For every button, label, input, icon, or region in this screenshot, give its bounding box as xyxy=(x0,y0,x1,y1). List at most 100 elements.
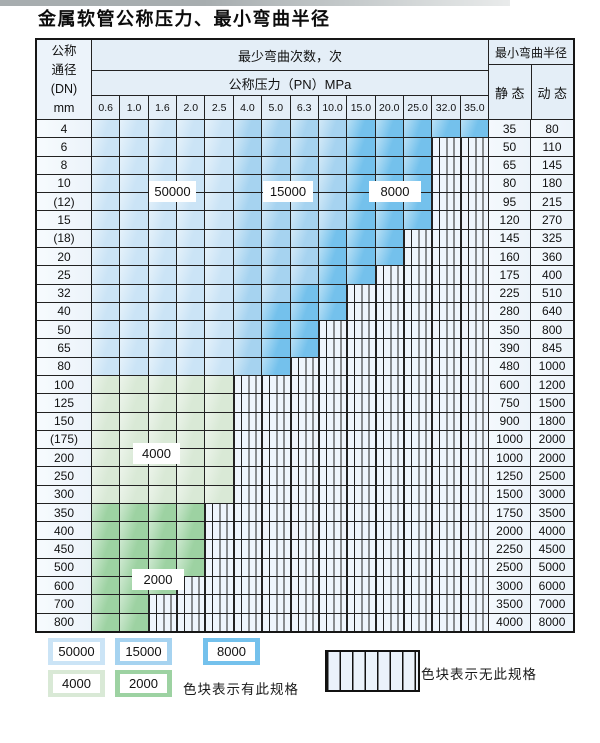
spec-cell xyxy=(205,138,234,156)
spec-cell xyxy=(318,321,348,339)
spec-cell xyxy=(375,302,404,321)
spec-cell xyxy=(92,485,121,503)
spec-cell xyxy=(262,595,291,613)
spec-cell xyxy=(347,339,376,357)
spec-cell xyxy=(375,485,404,503)
spec-cell xyxy=(460,394,490,412)
spec-cell xyxy=(92,522,121,540)
spec-cell xyxy=(375,558,404,577)
spec-cell xyxy=(177,247,206,266)
spec-cell xyxy=(120,595,149,613)
spec-cell xyxy=(318,485,348,503)
dn-header-line: (DN) xyxy=(50,81,78,96)
legend-swatch: 2000 xyxy=(115,670,172,697)
spec-cell xyxy=(432,467,461,485)
spec-cell xyxy=(148,284,178,302)
spec-cell xyxy=(403,156,433,174)
spec-cell xyxy=(233,467,263,485)
spec-cell xyxy=(92,467,121,485)
spec-cell xyxy=(205,211,234,229)
spec-cell xyxy=(233,156,263,174)
spec-cell xyxy=(375,412,404,430)
pressure-header-block: 最少弯曲次数，次 公称压力（PN）MPa 0.6 1.0 1.6 2.0 2.5 4.0 5… xyxy=(92,40,489,119)
spec-cell xyxy=(460,284,490,302)
spec-cell xyxy=(205,449,234,467)
dn-cell: 250 xyxy=(37,467,92,485)
static-value-cell: 900 xyxy=(489,412,532,430)
spec-cell xyxy=(262,156,291,174)
dn-cell: 600 xyxy=(37,577,92,595)
dynamic-value-cell: 845 xyxy=(531,339,574,357)
spec-cell xyxy=(460,595,490,613)
spec-cell xyxy=(432,595,461,613)
min-bend-radius-header: 最小弯曲半径 xyxy=(489,40,573,65)
spec-cell xyxy=(403,247,433,266)
dynamic-value-cell: 2000 xyxy=(531,430,574,449)
spec-cell xyxy=(233,613,263,631)
spec-cell xyxy=(290,540,319,558)
spec-cell xyxy=(432,321,461,339)
legend-has-spec-text: 色块表示有此规格 xyxy=(183,682,299,697)
spec-cell xyxy=(92,302,121,321)
dn-cell: 350 xyxy=(37,503,92,522)
table-row: 40 280 640 xyxy=(37,302,574,322)
spec-cell xyxy=(347,156,376,174)
table-row: 20 160 360 xyxy=(37,247,574,267)
spec-cell xyxy=(205,174,234,193)
dynamic-value-cell: 3000 xyxy=(531,485,574,503)
pressure-column-header: 2.0 xyxy=(177,96,206,119)
static-value-cell: 145 xyxy=(489,229,532,247)
spec-cell xyxy=(290,577,319,595)
spec-cell xyxy=(148,540,178,558)
spec-cell xyxy=(120,357,149,375)
dynamic-value-cell: 180 xyxy=(531,174,574,193)
spec-cell xyxy=(177,375,206,394)
spec-cell xyxy=(177,522,206,540)
table-row: 450 2250 4500 xyxy=(37,540,574,559)
static-header: 静 态 xyxy=(489,65,532,119)
spec-cell xyxy=(290,302,319,321)
spec-cell xyxy=(177,412,206,430)
static-value-cell: 1250 xyxy=(489,467,532,485)
spec-cell xyxy=(148,357,178,375)
spec-cell xyxy=(432,430,461,449)
spec-cell xyxy=(318,375,348,394)
spec-cell xyxy=(375,394,404,412)
spec-cell xyxy=(205,595,234,613)
spec-cell xyxy=(460,193,490,211)
spec-cell xyxy=(432,284,461,302)
spec-cell xyxy=(432,357,461,375)
spec-cell xyxy=(460,138,490,156)
spec-cell xyxy=(375,613,404,631)
spec-cell xyxy=(347,503,376,522)
spec-cell xyxy=(177,138,206,156)
spec-cell xyxy=(205,321,234,339)
spec-cell xyxy=(375,156,404,174)
spec-cell xyxy=(262,284,291,302)
legend-swatch-value: 8000 xyxy=(208,642,255,661)
table-row: (12) 95 215 xyxy=(37,193,574,212)
dn-cell: 15 xyxy=(37,211,92,229)
spec-cell xyxy=(318,174,348,193)
dn-cell: 200 xyxy=(37,449,92,467)
spec-cell xyxy=(120,174,149,193)
spec-cell xyxy=(262,321,291,339)
spec-cell xyxy=(375,540,404,558)
spec-table: 公称 通径 (DN) mm 最少弯曲次数，次 公称压力（PN）MPa 0.6 1.… xyxy=(35,38,575,633)
dynamic-value-cell: 145 xyxy=(531,156,574,174)
spec-cell xyxy=(318,138,348,156)
spec-cell xyxy=(262,120,291,138)
table-row: 700 3500 7000 xyxy=(37,595,574,614)
spec-cell xyxy=(375,321,404,339)
dynamic-value-cell: 8000 xyxy=(531,613,574,631)
spec-cell xyxy=(432,540,461,558)
dn-header-line: 通径 xyxy=(51,62,77,77)
spec-cell xyxy=(177,577,206,595)
spec-cell xyxy=(233,375,263,394)
static-value-cell: 1000 xyxy=(489,430,532,449)
spec-cell xyxy=(205,467,234,485)
spec-cell xyxy=(375,430,404,449)
spec-cell xyxy=(233,577,263,595)
spec-cell xyxy=(432,613,461,631)
spec-cell xyxy=(120,211,149,229)
